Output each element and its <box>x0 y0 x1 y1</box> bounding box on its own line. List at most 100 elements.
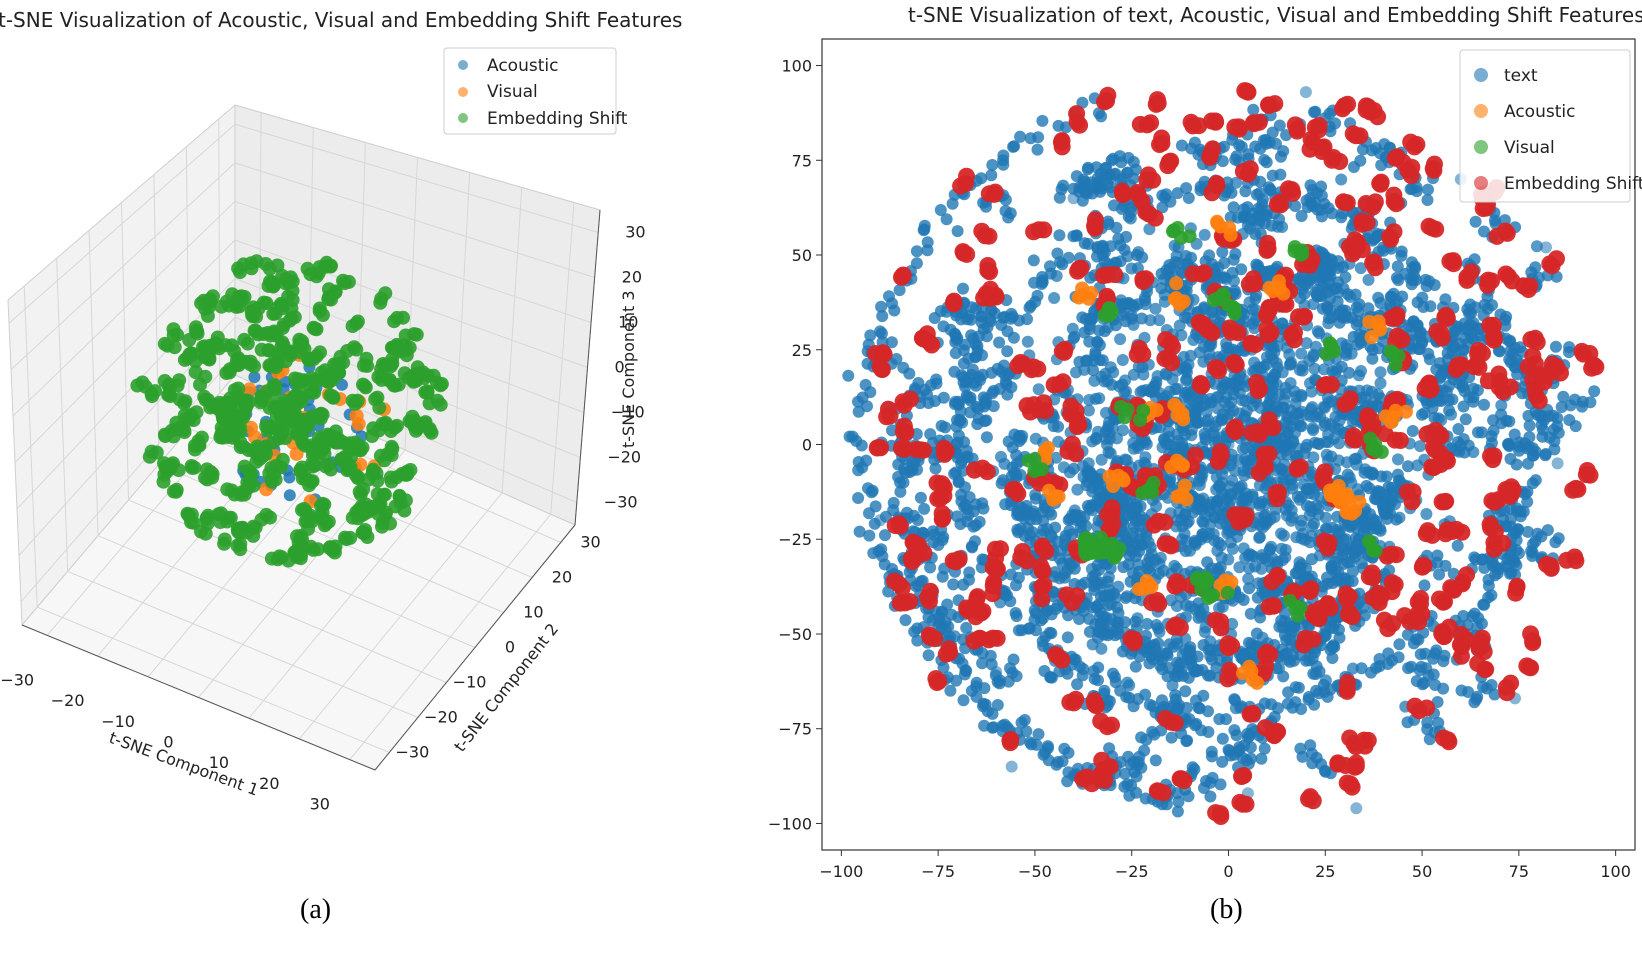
chart-b-point-text <box>1304 739 1317 752</box>
chart-b-point-text <box>1352 305 1365 318</box>
chart-b-point-text <box>1103 416 1116 429</box>
chart-b-point-text <box>1177 424 1190 437</box>
chart-a-point-embedding-shift <box>409 366 424 381</box>
chart-a-point-embedding-shift <box>263 359 278 374</box>
chart-a-point-embedding-shift <box>301 416 316 431</box>
chart-a-point-embedding-shift <box>354 501 369 516</box>
chart-b-point-text <box>1462 439 1475 452</box>
chart-b-point-text <box>995 450 1007 463</box>
chart-b-point-text <box>852 464 865 477</box>
chart-b-point-text <box>1243 582 1255 595</box>
chart-b-point-text <box>1296 750 1309 763</box>
chart-b-point-text <box>1129 660 1142 673</box>
chart-b-point-text <box>1569 420 1582 433</box>
chart-a-point-embedding-shift <box>269 459 284 473</box>
chart-b-point-text <box>1299 534 1312 546</box>
chart-b-point-text <box>1422 183 1434 196</box>
chart-b-point-text <box>892 470 905 483</box>
chart-a-x-tick: 0 <box>163 733 173 752</box>
chart-b-point-text <box>944 684 957 697</box>
chart-b-point-text <box>1031 289 1044 302</box>
chart-a-point-acoustic <box>248 371 261 384</box>
chart-b-point-text <box>958 668 971 681</box>
chart-b-point-text <box>1243 212 1256 225</box>
chart-b-point-text <box>1187 334 1200 346</box>
chart-b-point-text <box>1422 347 1435 360</box>
chart-b-point-text <box>1354 154 1367 167</box>
chart-b-point-text <box>1284 358 1297 371</box>
chart-b-point-text <box>1246 723 1259 735</box>
chart-b-point-text <box>1119 592 1132 604</box>
chart-b-point-text <box>978 682 991 695</box>
chart-b-point-text <box>1227 253 1240 266</box>
chart-a-x-tick: 10 <box>209 753 229 772</box>
legend-a-embedding: Embedding Shift <box>487 109 628 129</box>
chart-b-point-text <box>930 377 943 390</box>
chart-a-point-embedding-shift <box>285 283 300 298</box>
chart-b-point-text <box>1216 246 1229 259</box>
chart-b-point-text <box>1252 361 1265 374</box>
chart-b-point-text <box>1119 374 1132 387</box>
chart-a-3d-scatter: t-SNE Visualization of Acoustic, Visual … <box>0 8 682 925</box>
chart-a-point-embedding-shift <box>220 482 235 497</box>
chart-b-point-text <box>1254 401 1267 414</box>
chart-a-point-embedding-shift <box>268 306 283 321</box>
chart-b-point-text <box>1313 665 1326 678</box>
chart-a-point-embedding-shift <box>356 377 370 392</box>
chart-a-point-embedding-shift <box>284 311 299 326</box>
chart-b-point-text <box>1209 420 1222 433</box>
chart-b-point-text <box>1291 490 1304 503</box>
chart-b-point-text <box>1261 515 1274 528</box>
chart-b-point-text <box>1213 713 1226 726</box>
chart-b-point-text <box>1216 755 1229 768</box>
chart-b-point-text <box>1198 302 1211 315</box>
chart-b-point-text <box>1027 254 1040 267</box>
chart-a-point-embedding-shift <box>352 484 367 499</box>
chart-b-point-text <box>1308 362 1321 375</box>
chart-b-point-text <box>1067 462 1080 475</box>
chart-b-point-text <box>1222 743 1235 756</box>
chart-b-point-text <box>1548 443 1561 456</box>
chart-b-point-text <box>1259 137 1272 150</box>
chart-a-point-embedding-shift <box>157 427 172 442</box>
chart-b-point-text <box>1212 261 1225 274</box>
chart-b-point-text <box>1286 478 1299 491</box>
chart-b-point-text <box>1270 357 1283 369</box>
chart-a-point-embedding-shift <box>237 395 252 410</box>
chart-b-point-text <box>1032 383 1045 396</box>
chart-a-point-embedding-shift <box>217 532 232 547</box>
chart-a-point-embedding-shift <box>337 276 352 291</box>
chart-b-point-text <box>1300 483 1313 496</box>
chart-b-point-text <box>1031 143 1044 156</box>
chart-b-point-text <box>1196 515 1209 528</box>
chart-b-point-text <box>953 413 966 426</box>
chart-a-point-embedding-shift <box>297 502 312 516</box>
chart-a-x-tick: 30 <box>310 795 330 814</box>
chart-a-point-embedding-shift <box>227 344 242 359</box>
chart-b-point-text <box>1149 754 1162 767</box>
chart-a-point-embedding-shift <box>365 429 380 443</box>
chart-b-point-text <box>1012 571 1025 584</box>
chart-b-point-text <box>1292 681 1305 694</box>
chart-b-point-text <box>1173 659 1185 672</box>
chart-b-point-text <box>946 197 959 210</box>
chart-b-point-text <box>876 310 889 323</box>
chart-a-x-tick: −30 <box>0 670 34 689</box>
chart-b-point-text <box>1295 210 1308 222</box>
chart-b-point-text <box>1095 453 1108 466</box>
chart-a-point-embedding-shift <box>259 507 274 522</box>
chart-b-point-text <box>1196 528 1209 541</box>
chart-b-point-text <box>1366 344 1379 356</box>
chart-b-point-text <box>1395 249 1408 262</box>
chart-b-point-text <box>963 573 975 586</box>
chart-b-point-text <box>1390 513 1403 526</box>
chart-b-point-text <box>1090 600 1103 613</box>
chart-b-point-text <box>980 330 993 343</box>
chart-b-point-text <box>1303 654 1316 667</box>
chart-a-point-embedding-shift <box>202 351 217 366</box>
chart-b-point-text <box>1146 653 1159 666</box>
chart-b-point-text <box>1144 541 1157 554</box>
chart-b-point-text <box>971 344 984 357</box>
chart-b-point-text <box>1048 292 1061 304</box>
chart-a-point-embedding-shift <box>400 464 415 479</box>
